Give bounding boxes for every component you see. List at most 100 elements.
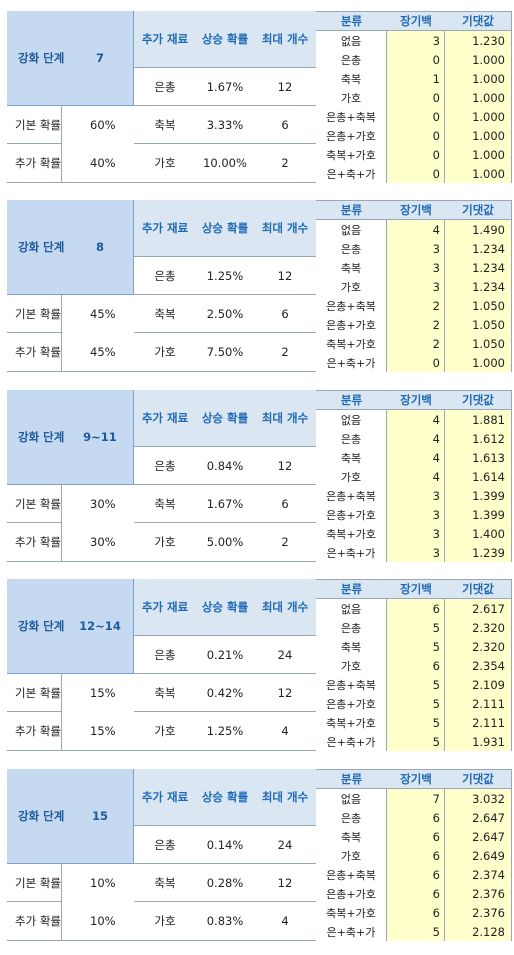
material-rate: 1.67% [196, 485, 254, 523]
material-name: 은총 [134, 68, 196, 106]
pity-cell: 6 [387, 599, 445, 618]
extra-rate-value: 40% [90, 156, 116, 170]
extra-rate-label: 추가 확률 [15, 535, 61, 549]
pity-cell: 7 [387, 789, 445, 808]
category-cell: 축복 [316, 827, 387, 846]
expected-cell: 1.234 [445, 258, 511, 277]
base-rate-row: 기본 확률 10% [7, 864, 116, 902]
material-max: 24 [254, 826, 316, 864]
material-max: 4 [254, 902, 316, 940]
pity-cell: 3 [387, 277, 445, 296]
category-cell: 은총+축복 [316, 675, 387, 694]
stage-value: 15 [91, 809, 108, 823]
pity-cell: 4 [387, 410, 445, 429]
category-cell: 축복+가호 [316, 524, 387, 543]
expected-cell: 2.374 [445, 865, 511, 884]
category-cell: 은총+가호 [316, 505, 387, 524]
expected-cell: 2.376 [445, 903, 511, 922]
extra-rate-value: 15% [90, 724, 116, 738]
expectation-table: 분류 장기백 기댓값 없음 3 1.230 은총 0 1.000 축복 1 1.000 가호 0 1.000… [316, 11, 512, 183]
stage-block: 강화 단계 9~11 추가 재료 상승 확률 최대 개수 은총 0.84% 12 축복 1.67%… [7, 390, 512, 562]
stage-label: 강화 단계 [18, 240, 65, 254]
pity-cell: 5 [387, 675, 445, 694]
pity-cell: 3 [387, 524, 445, 543]
base-rate-row: 기본 확률 15% [7, 674, 116, 712]
base-rate-label: 기본 확률 [15, 496, 61, 511]
category-header: 분류 [316, 391, 387, 410]
base-rate-value: 45% [90, 306, 116, 321]
material-header: 추가 재료 [134, 200, 196, 257]
rate-header: 상승 확률 [196, 200, 254, 257]
extra-rate-row: 추가 확률 45% [7, 333, 116, 371]
pity-cell: 0 [387, 50, 445, 69]
material-max: 12 [254, 674, 316, 712]
material-name: 축복 [134, 485, 196, 523]
extra-rate-value: 45% [90, 345, 116, 359]
pity-cell: 5 [387, 732, 445, 751]
material-max: 2 [254, 523, 316, 561]
category-cell: 축복+가호 [316, 713, 387, 732]
material-name: 가호 [134, 712, 196, 750]
category-cell: 은+축+가 [316, 353, 387, 372]
pity-header: 장기백 [387, 12, 445, 31]
category-cell: 은+축+가 [316, 164, 387, 183]
expected-header: 기댓값 [445, 201, 511, 220]
expected-cell: 1.613 [445, 448, 511, 467]
stage-value: 7 [95, 51, 104, 65]
extra-rate-label: 추가 확률 [15, 914, 61, 928]
expected-cell: 1.490 [445, 220, 511, 239]
expected-cell: 2.376 [445, 884, 511, 903]
material-max: 2 [254, 333, 316, 371]
expected-header: 기댓값 [445, 580, 511, 599]
expected-cell: 1.000 [445, 126, 511, 145]
material-name: 축복 [134, 674, 196, 712]
material-rate: 0.14% [196, 826, 254, 864]
material-name: 가호 [134, 333, 196, 371]
material-rate: 2.50% [196, 295, 254, 333]
expected-cell: 1.881 [445, 410, 511, 429]
category-cell: 은총+축복 [316, 296, 387, 315]
category-cell: 은총 [316, 429, 387, 448]
pity-cell: 1 [387, 69, 445, 88]
stage-value: 9~11 [83, 430, 117, 444]
category-cell: 은+축+가 [316, 543, 387, 562]
category-header: 분류 [316, 12, 387, 31]
material-max: 6 [254, 485, 316, 523]
material-name: 은총 [134, 826, 196, 864]
pity-header: 장기백 [387, 391, 445, 410]
category-cell: 은총+가호 [316, 126, 387, 145]
stage-cell: 강화 단계 8 [7, 200, 134, 295]
pity-cell: 3 [387, 543, 445, 562]
expected-cell: 1.239 [445, 543, 511, 562]
material-max: 24 [254, 636, 316, 674]
pity-cell: 5 [387, 694, 445, 713]
stage-cell: 강화 단계 15 [7, 769, 134, 864]
expected-cell: 1.050 [445, 315, 511, 334]
material-name: 축복 [134, 106, 196, 144]
base-rate-row: 기본 확률 60% [7, 106, 116, 144]
category-cell: 은+축+가 [316, 922, 387, 941]
material-rate: 3.33% [196, 106, 254, 144]
category-header: 분류 [316, 201, 387, 220]
category-cell: 은총+가호 [316, 884, 387, 903]
pity-header: 장기백 [387, 770, 445, 789]
category-cell: 축복+가호 [316, 903, 387, 922]
pity-cell: 3 [387, 239, 445, 258]
expected-cell: 2.128 [445, 922, 511, 941]
expected-cell: 2.320 [445, 618, 511, 637]
extra-rate-value: 10% [90, 914, 116, 928]
pity-header: 장기백 [387, 201, 445, 220]
expected-cell: 1.000 [445, 107, 511, 126]
material-rate: 1.67% [196, 68, 254, 106]
pity-cell: 6 [387, 884, 445, 903]
category-cell: 없음 [316, 31, 387, 50]
category-cell: 없음 [316, 599, 387, 618]
pity-cell: 6 [387, 808, 445, 827]
pity-cell: 3 [387, 486, 445, 505]
material-rate: 7.50% [196, 333, 254, 371]
expected-cell: 1.050 [445, 334, 511, 353]
category-header: 분류 [316, 770, 387, 789]
expected-cell: 1.000 [445, 145, 511, 164]
pity-cell: 5 [387, 922, 445, 941]
category-cell: 축복+가호 [316, 145, 387, 164]
